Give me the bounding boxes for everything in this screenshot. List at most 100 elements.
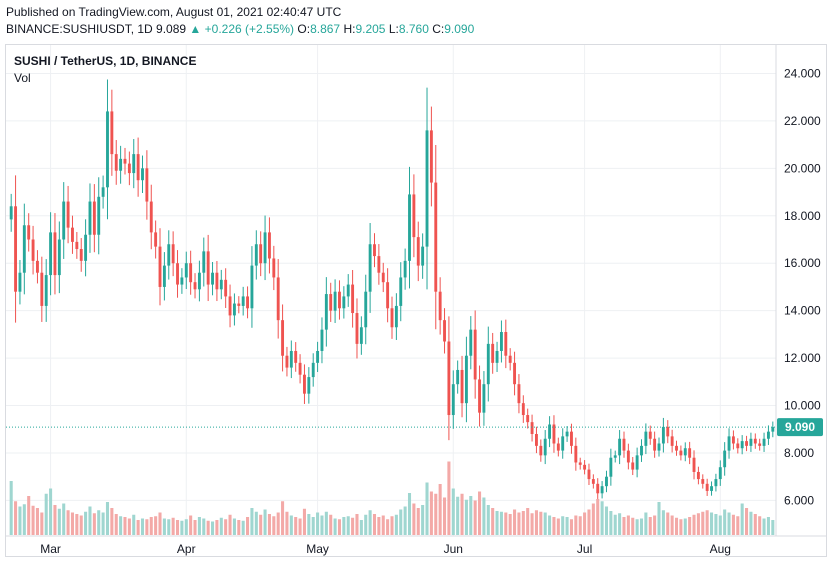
volume-bar	[771, 520, 775, 535]
volume-bar	[727, 512, 731, 535]
candle-body	[119, 158, 123, 171]
ohlc-header: BINANCE:SUSHIUSDT, 1D 9.089 ▲ +0.226 (+2…	[6, 22, 474, 36]
volume-bar	[442, 497, 447, 535]
volume-bar	[84, 511, 88, 535]
close-label: C:	[432, 22, 445, 36]
high-value: 9.205	[355, 22, 386, 36]
volume-bar	[639, 518, 644, 535]
candle-body	[635, 455, 639, 470]
candle-body	[22, 225, 26, 273]
candle-body	[745, 441, 748, 446]
volume-bar	[447, 461, 451, 535]
volume-bar	[460, 493, 464, 535]
candle-body	[688, 448, 692, 458]
y-tick-label: 12.000	[784, 351, 821, 365]
candle-body	[44, 275, 48, 306]
candle-body	[49, 232, 53, 276]
candle-body	[206, 251, 210, 285]
volume-bar	[451, 488, 455, 535]
candle-body	[92, 201, 96, 235]
candle-body	[596, 483, 600, 494]
candle-body	[377, 256, 381, 273]
volume-bar	[311, 517, 315, 535]
candle-body	[640, 445, 643, 456]
candle-body	[197, 272, 201, 290]
candle-body	[237, 303, 241, 306]
candle-body	[416, 237, 420, 266]
volume-bar	[241, 520, 245, 535]
candle-body	[478, 379, 481, 413]
candle-body	[224, 279, 228, 297]
volume-bar	[740, 503, 744, 535]
volume-bar	[482, 497, 486, 535]
candle-body	[57, 239, 61, 276]
volume-bar	[731, 514, 735, 535]
candle-body	[692, 457, 696, 472]
volume-legend: Vol	[14, 71, 31, 85]
y-tick-label: 18.000	[784, 209, 821, 223]
volume-bar	[254, 511, 258, 535]
candle-body	[473, 329, 477, 380]
volume-bar	[692, 514, 696, 535]
volume-bar	[162, 518, 166, 535]
volume-bar	[543, 512, 547, 535]
volume-bar	[539, 511, 543, 535]
candle-body	[504, 332, 508, 356]
candle-body	[18, 272, 22, 292]
y-tick-label: 8.000	[784, 446, 814, 460]
volume-bar	[14, 501, 18, 535]
volume-bar	[211, 521, 215, 535]
y-tick-label: 6.000	[784, 493, 814, 507]
candle-body	[31, 239, 35, 261]
volume-bar	[202, 518, 206, 535]
candle-body	[346, 284, 350, 297]
y-tick-label: 20.000	[784, 161, 821, 175]
candle-body	[613, 455, 617, 458]
volume-bar	[679, 519, 683, 535]
candle-body	[434, 182, 438, 292]
volume-bar	[508, 514, 512, 535]
candle-body	[517, 384, 521, 404]
candle-body	[132, 154, 136, 174]
chart-legend-title: SUSHI / TetherUS, 1D, BINANCE	[14, 54, 197, 68]
candle-body	[740, 441, 744, 449]
candle-body	[556, 443, 560, 451]
volume-bar	[289, 515, 293, 535]
volume-bar	[276, 512, 280, 535]
candle-body	[565, 431, 569, 437]
volume-bar	[101, 512, 105, 535]
candle-body	[521, 403, 525, 416]
volume-bar	[359, 520, 363, 535]
volume-bar	[320, 515, 324, 535]
volume-bar	[504, 512, 508, 535]
candle-body	[456, 369, 460, 385]
candle-body	[211, 272, 214, 285]
candle-body	[97, 196, 101, 235]
candle-body	[202, 251, 206, 273]
volume-bar	[355, 514, 359, 535]
candle-body	[14, 206, 18, 292]
candle-body	[62, 201, 66, 240]
volume-bar	[495, 511, 499, 535]
candle-body	[272, 258, 276, 278]
volume-bar	[688, 517, 692, 535]
candle-body	[307, 377, 311, 394]
volume-bar	[219, 517, 223, 535]
candle-body	[141, 168, 144, 181]
volume-bar	[390, 516, 394, 535]
volume-bar	[670, 515, 674, 535]
candle-body	[189, 263, 193, 283]
candle-body	[762, 438, 766, 446]
volume-bar	[421, 505, 425, 535]
y-tick-label: 14.000	[784, 304, 821, 318]
candle-body	[106, 111, 109, 188]
candle-body	[298, 362, 302, 375]
volume-bar	[683, 518, 687, 535]
candle-body	[561, 436, 565, 451]
volume-bar	[232, 518, 236, 535]
volume-bar	[762, 518, 766, 535]
volume-bar	[478, 491, 482, 535]
volume-bar	[561, 516, 565, 535]
candle-body	[731, 436, 735, 444]
